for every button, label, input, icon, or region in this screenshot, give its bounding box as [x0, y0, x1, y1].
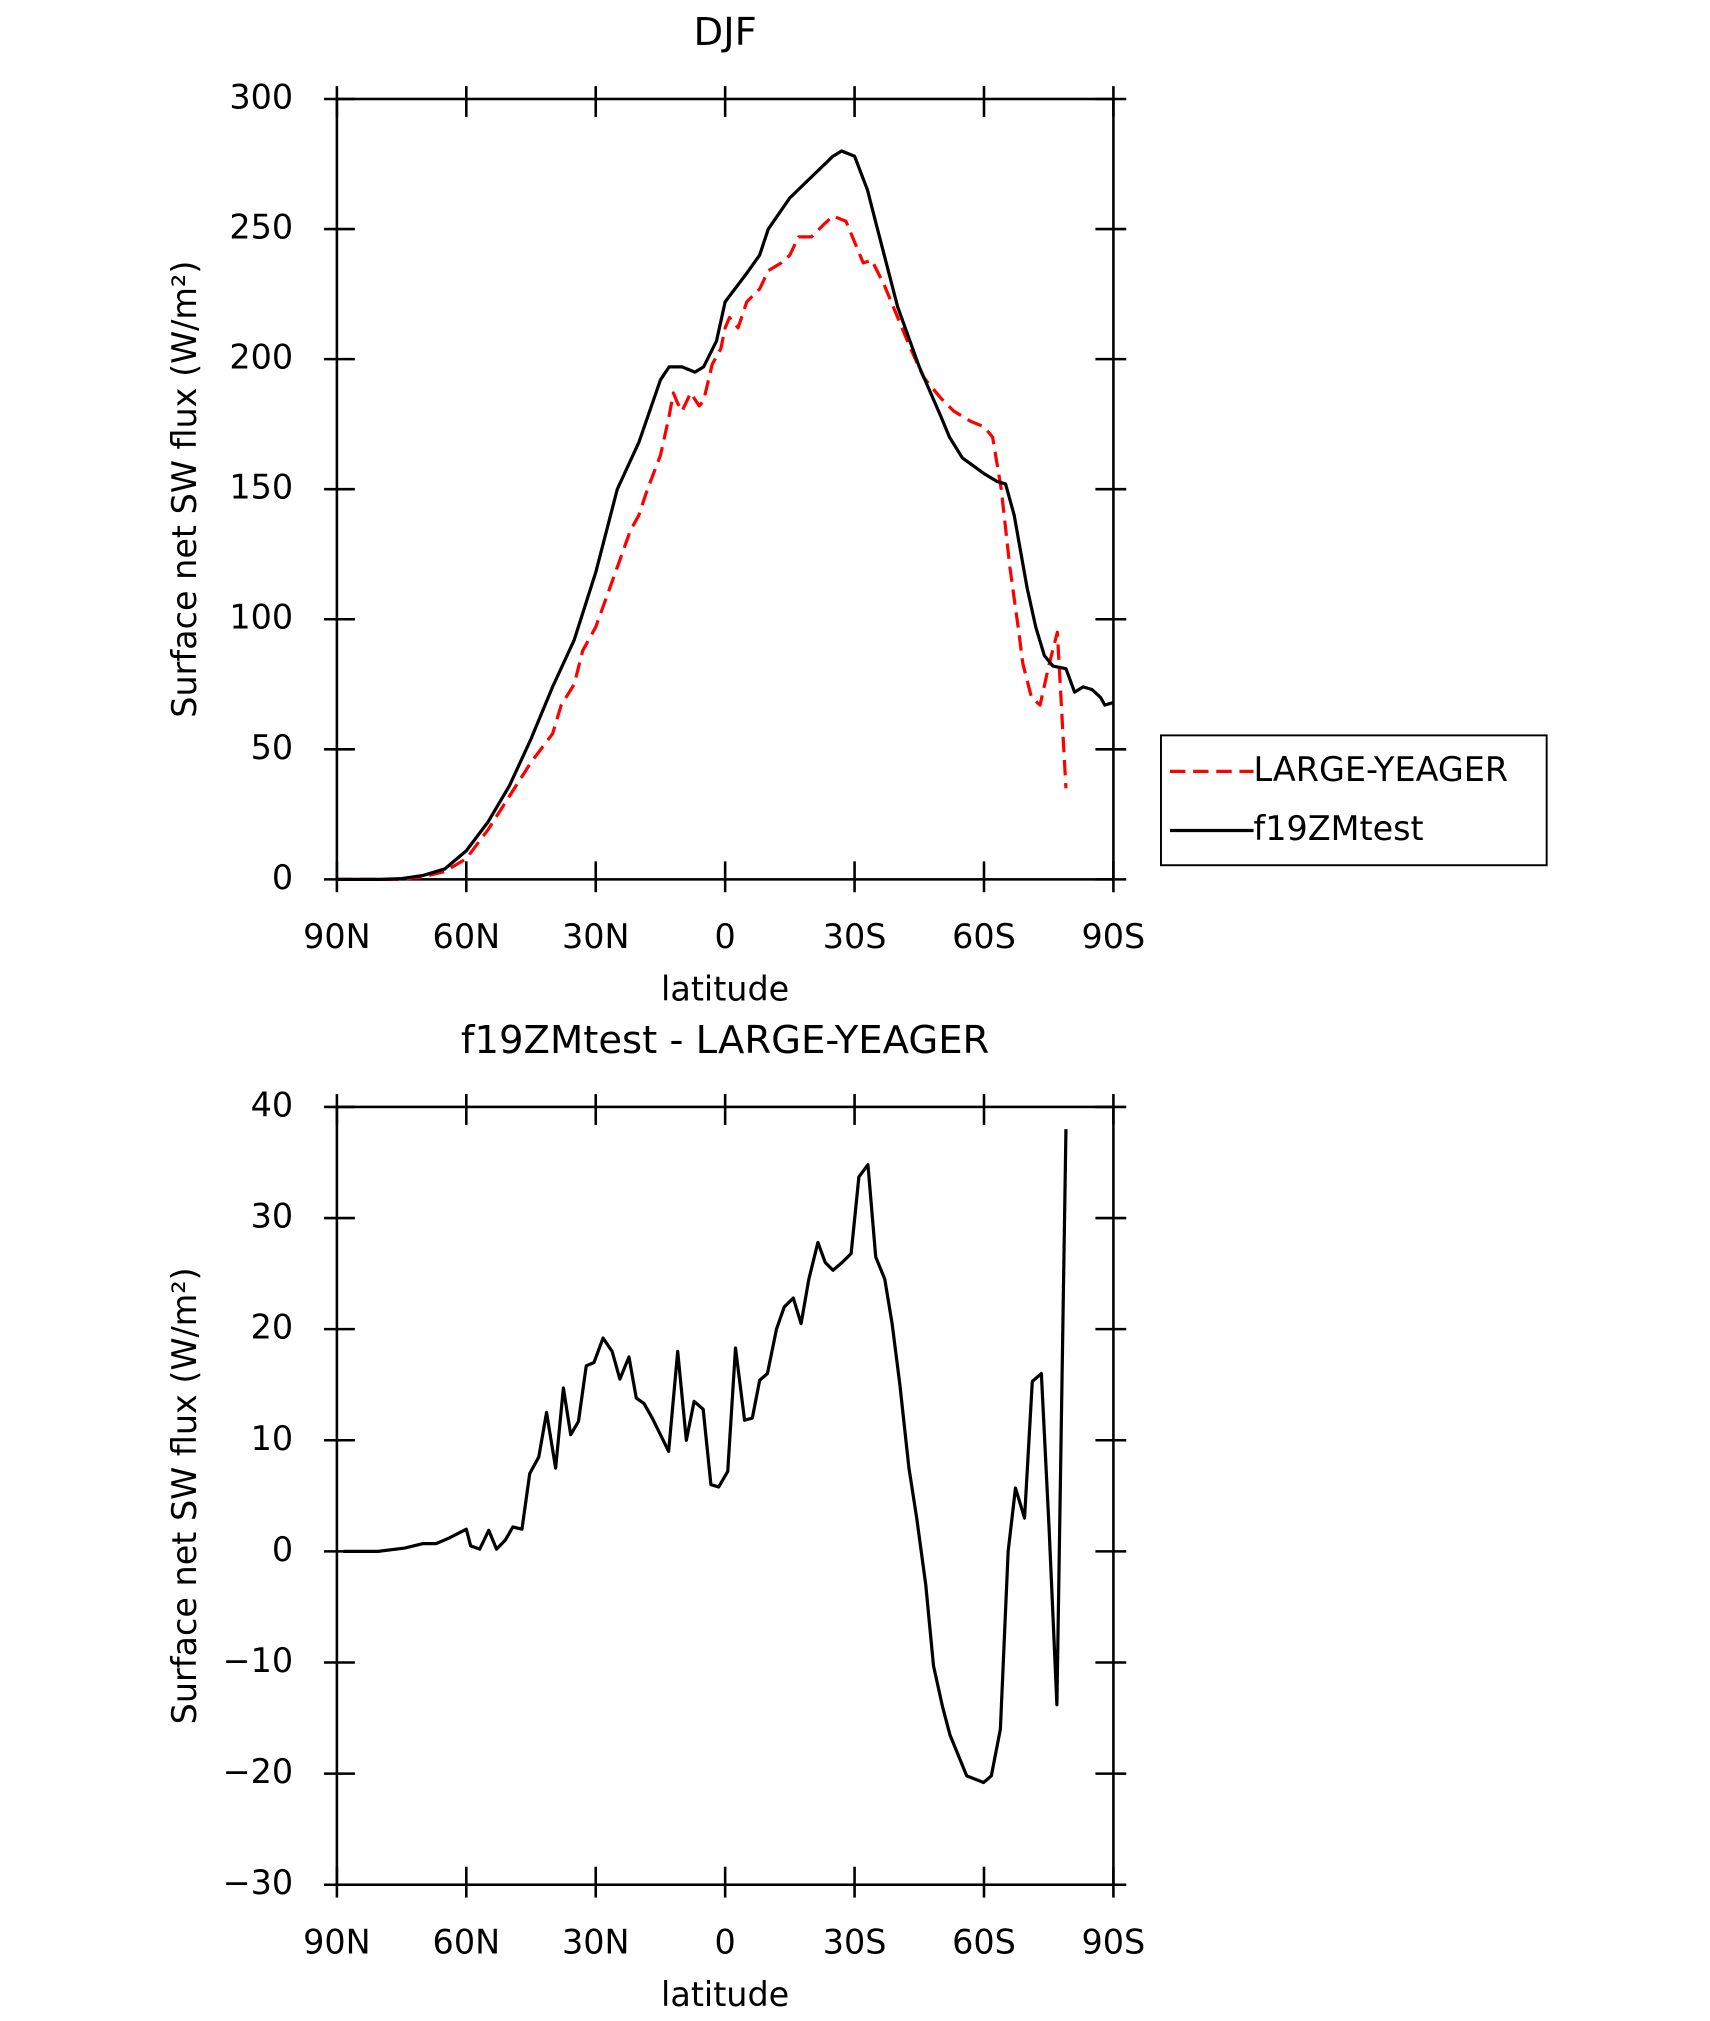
- x-tick-label: 30N: [562, 1922, 630, 1961]
- y-tick-label: 200: [229, 338, 293, 377]
- x-tick-label: 60N: [433, 1922, 501, 1961]
- y-tick-label: 300: [229, 77, 293, 116]
- x-tick-label: 60S: [952, 1922, 1016, 1961]
- y-tick-label: 0: [272, 1530, 293, 1569]
- x-axis-label: latitude: [661, 970, 789, 1009]
- chart-title: DJF: [694, 10, 757, 55]
- y-tick-label: 250: [229, 208, 293, 247]
- legend-label: LARGE-YEAGER: [1254, 750, 1509, 789]
- y-tick-label: 40: [251, 1085, 294, 1124]
- y-tick-label: −30: [223, 1863, 294, 1902]
- x-tick-label: 30S: [823, 917, 887, 956]
- x-tick-label: 30S: [823, 1922, 887, 1961]
- y-tick-label: 20: [251, 1308, 294, 1347]
- x-tick-label: 60S: [952, 917, 1016, 956]
- data-line: [336, 214, 1068, 881]
- x-tick-label: 30N: [562, 917, 630, 956]
- y-tick-label: 0: [272, 858, 293, 897]
- x-tick-label: 60N: [433, 917, 501, 956]
- y-tick-label: −10: [223, 1641, 294, 1680]
- y-tick-label: 30: [251, 1197, 294, 1236]
- data-line: [343, 1129, 1068, 1785]
- x-tick-label: 90N: [303, 917, 371, 956]
- x-axis-label: latitude: [661, 1975, 789, 2014]
- y-axis-label: Surface net SW flux (W/m²): [165, 1267, 204, 1724]
- y-axis-label: Surface net SW flux (W/m²): [165, 261, 204, 718]
- x-tick-label: 0: [715, 1922, 736, 1961]
- data-line: [336, 149, 1114, 881]
- y-tick-label: 150: [229, 468, 293, 507]
- x-tick-label: 0: [715, 917, 736, 956]
- y-tick-label: −20: [223, 1752, 294, 1791]
- x-tick-label: 90S: [1082, 1922, 1146, 1961]
- x-tick-label: 90S: [1082, 917, 1146, 956]
- y-tick-label: 50: [251, 728, 294, 767]
- x-tick-label: 90N: [303, 1922, 371, 1961]
- legend-box: [1160, 734, 1548, 867]
- plot-frame: [335, 1105, 1115, 1887]
- plot-frame: [335, 97, 1115, 881]
- legend-label: f19ZMtest: [1254, 809, 1424, 848]
- y-tick-label: 10: [251, 1419, 294, 1458]
- chart-title: f19ZMtest - LARGE-YEAGER: [461, 1018, 989, 1063]
- y-tick-label: 100: [229, 598, 293, 637]
